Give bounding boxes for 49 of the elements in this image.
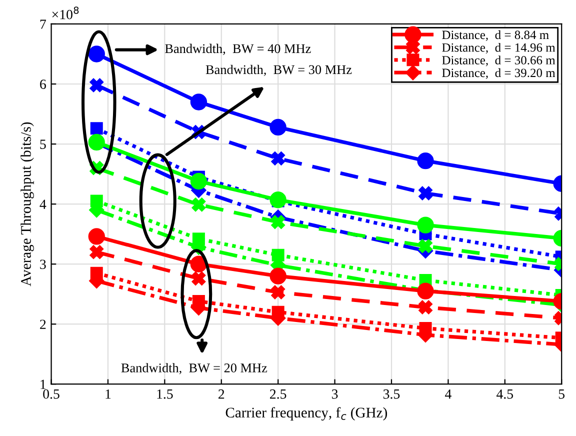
point xyxy=(190,256,208,272)
x-tick-label: 2.5 xyxy=(270,389,286,399)
annotation: Bandwidth, BW = 40 MHz xyxy=(165,44,311,55)
point xyxy=(90,78,104,92)
x-tick-label: 3 xyxy=(332,389,338,399)
point xyxy=(271,285,286,300)
x-tick-label: 4 xyxy=(444,389,452,399)
point xyxy=(271,215,286,229)
point xyxy=(417,216,434,234)
y-tick-label: 5 xyxy=(40,140,46,149)
point xyxy=(271,151,286,166)
point xyxy=(270,118,286,136)
point xyxy=(270,192,286,208)
y-tick-label: 3 xyxy=(40,260,46,270)
point xyxy=(417,152,434,170)
text: ×10$^{8}$ xyxy=(52,6,79,20)
point xyxy=(90,122,103,135)
y-axis-title: Average Throughput (bits/s) xyxy=(20,122,34,286)
x-tick-label: 4.5 xyxy=(496,389,514,399)
x-tick-label: 1.5 xyxy=(157,389,173,399)
x-axis-title: Carrier frequency, f$_{c}$ (GHz) xyxy=(226,407,387,421)
point xyxy=(190,172,208,190)
x-tick-label: 2 xyxy=(218,389,224,399)
x-tick-label: 3.5 xyxy=(383,389,400,399)
y-tick-label: 2 xyxy=(40,320,46,329)
point xyxy=(418,186,432,200)
point xyxy=(192,198,206,212)
x-tick-label: 5 xyxy=(558,390,565,399)
legend-label: Distance, d = 14.96 m xyxy=(442,42,556,54)
point xyxy=(272,248,284,262)
point xyxy=(270,268,286,284)
point xyxy=(192,272,206,286)
point xyxy=(90,245,104,260)
annotation: Bandwidth, BW = 20 MHz xyxy=(121,363,268,374)
point xyxy=(88,228,105,245)
point xyxy=(418,239,432,254)
x-tick-label: 0.5 xyxy=(43,389,60,399)
legend-label: Distance, d = 30.66 m xyxy=(442,56,556,66)
x-tick-label: 1 xyxy=(106,389,111,399)
point xyxy=(418,300,432,314)
annotation: Bandwidth, BW = 30 MHz xyxy=(206,64,352,76)
point xyxy=(88,46,105,62)
point xyxy=(190,94,208,110)
legend-label: Distance, d = 39.20 m xyxy=(442,68,556,79)
y-tick-label: 6 xyxy=(40,80,46,89)
y-tick-label: 1 xyxy=(40,380,46,389)
y-tick-label: 7 xyxy=(40,20,46,29)
legend-label: Distance, d = 8.84 m xyxy=(442,30,549,41)
y-tick-label: 4 xyxy=(40,200,46,209)
